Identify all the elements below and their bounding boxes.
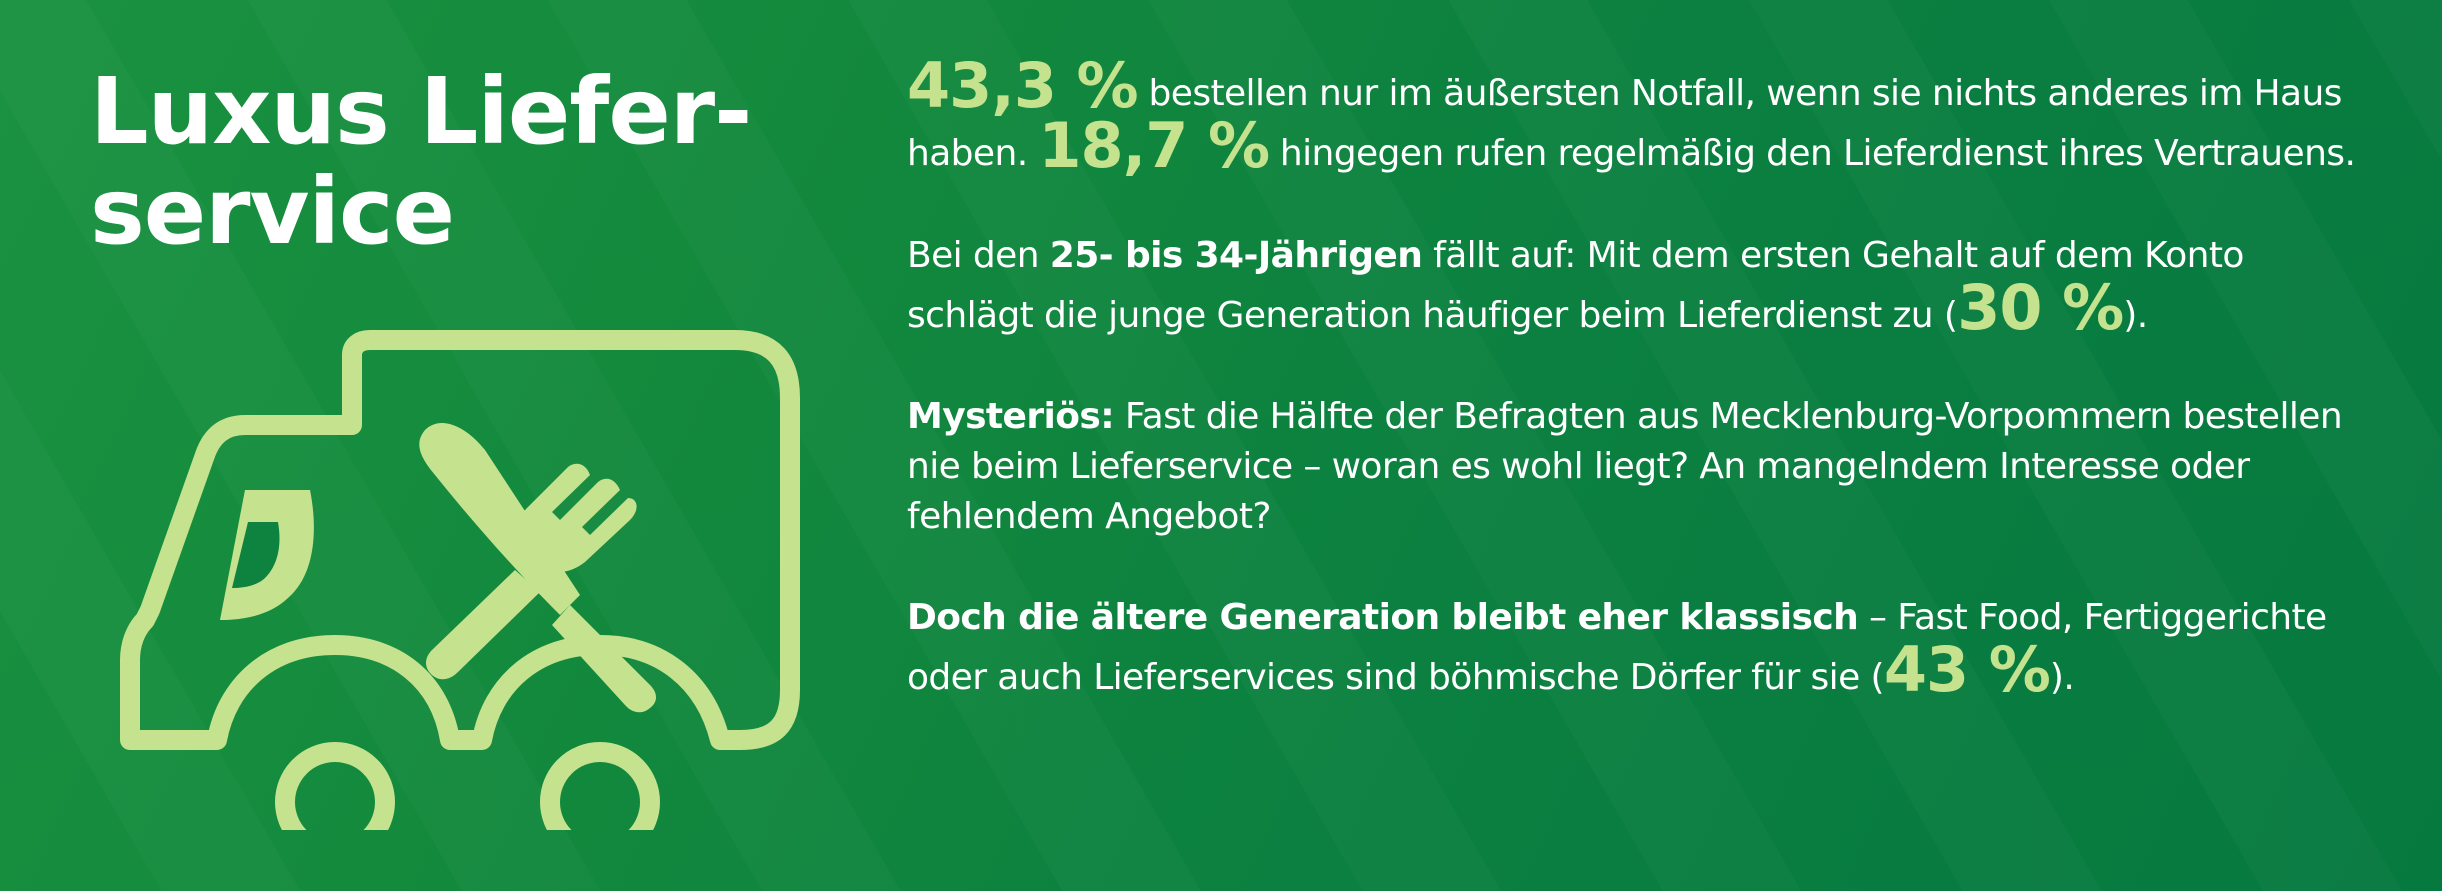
delivery-truck-with-cutlery-icon <box>120 330 800 830</box>
paragraph-text: fällt auf: Mit dem ersten Gehalt auf dem… <box>907 235 2244 336</box>
page-title: Luxus Liefer- service <box>90 62 850 262</box>
paragraph-text: Bei den <box>907 235 1050 276</box>
paragraph-text: bestellen nur im äußersten Notfall, wenn… <box>907 73 2342 174</box>
fork-icon <box>426 463 637 680</box>
paragraph-mecklenburg: Mysteriös: Fast die Hälfte der Befragten… <box>907 392 2377 542</box>
paragraph-text: Fast die Hälfte der Befragten aus Meckle… <box>907 396 2343 537</box>
stat-highlight: 18,7 % <box>1038 109 1270 182</box>
truck-body-outline <box>120 330 800 750</box>
paragraph-delivery-frequency: 43,3 % bestellen nur im äußersten Notfal… <box>907 55 2377 182</box>
logo-d-counter <box>232 522 280 588</box>
stat-highlight: 43,3 % <box>907 49 1139 122</box>
paragraph-text: – Fast Food, Fertigge­richte oder auch L… <box>907 597 2327 698</box>
paragraph-older-generation: Doch die ältere Generation bleibt eher k… <box>907 592 2377 704</box>
paragraph-text: ). <box>2049 657 2075 698</box>
truck-outline <box>120 330 800 750</box>
bold-phrase: Doch die ältere Generation bleibt eher k… <box>907 597 1859 638</box>
paragraph-text: ). <box>2123 295 2148 336</box>
text-column: 43,3 % bestellen nur im äußersten Notfal… <box>907 55 2377 754</box>
bold-phrase: 25- bis 34-Jährigen <box>1049 235 1423 276</box>
paragraph-young-generation: Bei den 25- bis 34-Jährigen fällt auf: M… <box>907 230 2377 342</box>
bold-phrase: Mysteriös: <box>907 396 1115 437</box>
stat-highlight: 30 % <box>1957 271 2124 344</box>
paragraph-text: hingegen rufen regelmäßig den Lieferdien… <box>1269 133 2356 174</box>
title-line-2: service <box>90 158 455 265</box>
wheel-rear-icon <box>275 742 395 830</box>
title-line-1: Luxus Liefer- <box>90 58 752 165</box>
wheel-front-icon <box>540 742 660 830</box>
stat-highlight: 43 % <box>1883 633 2051 706</box>
